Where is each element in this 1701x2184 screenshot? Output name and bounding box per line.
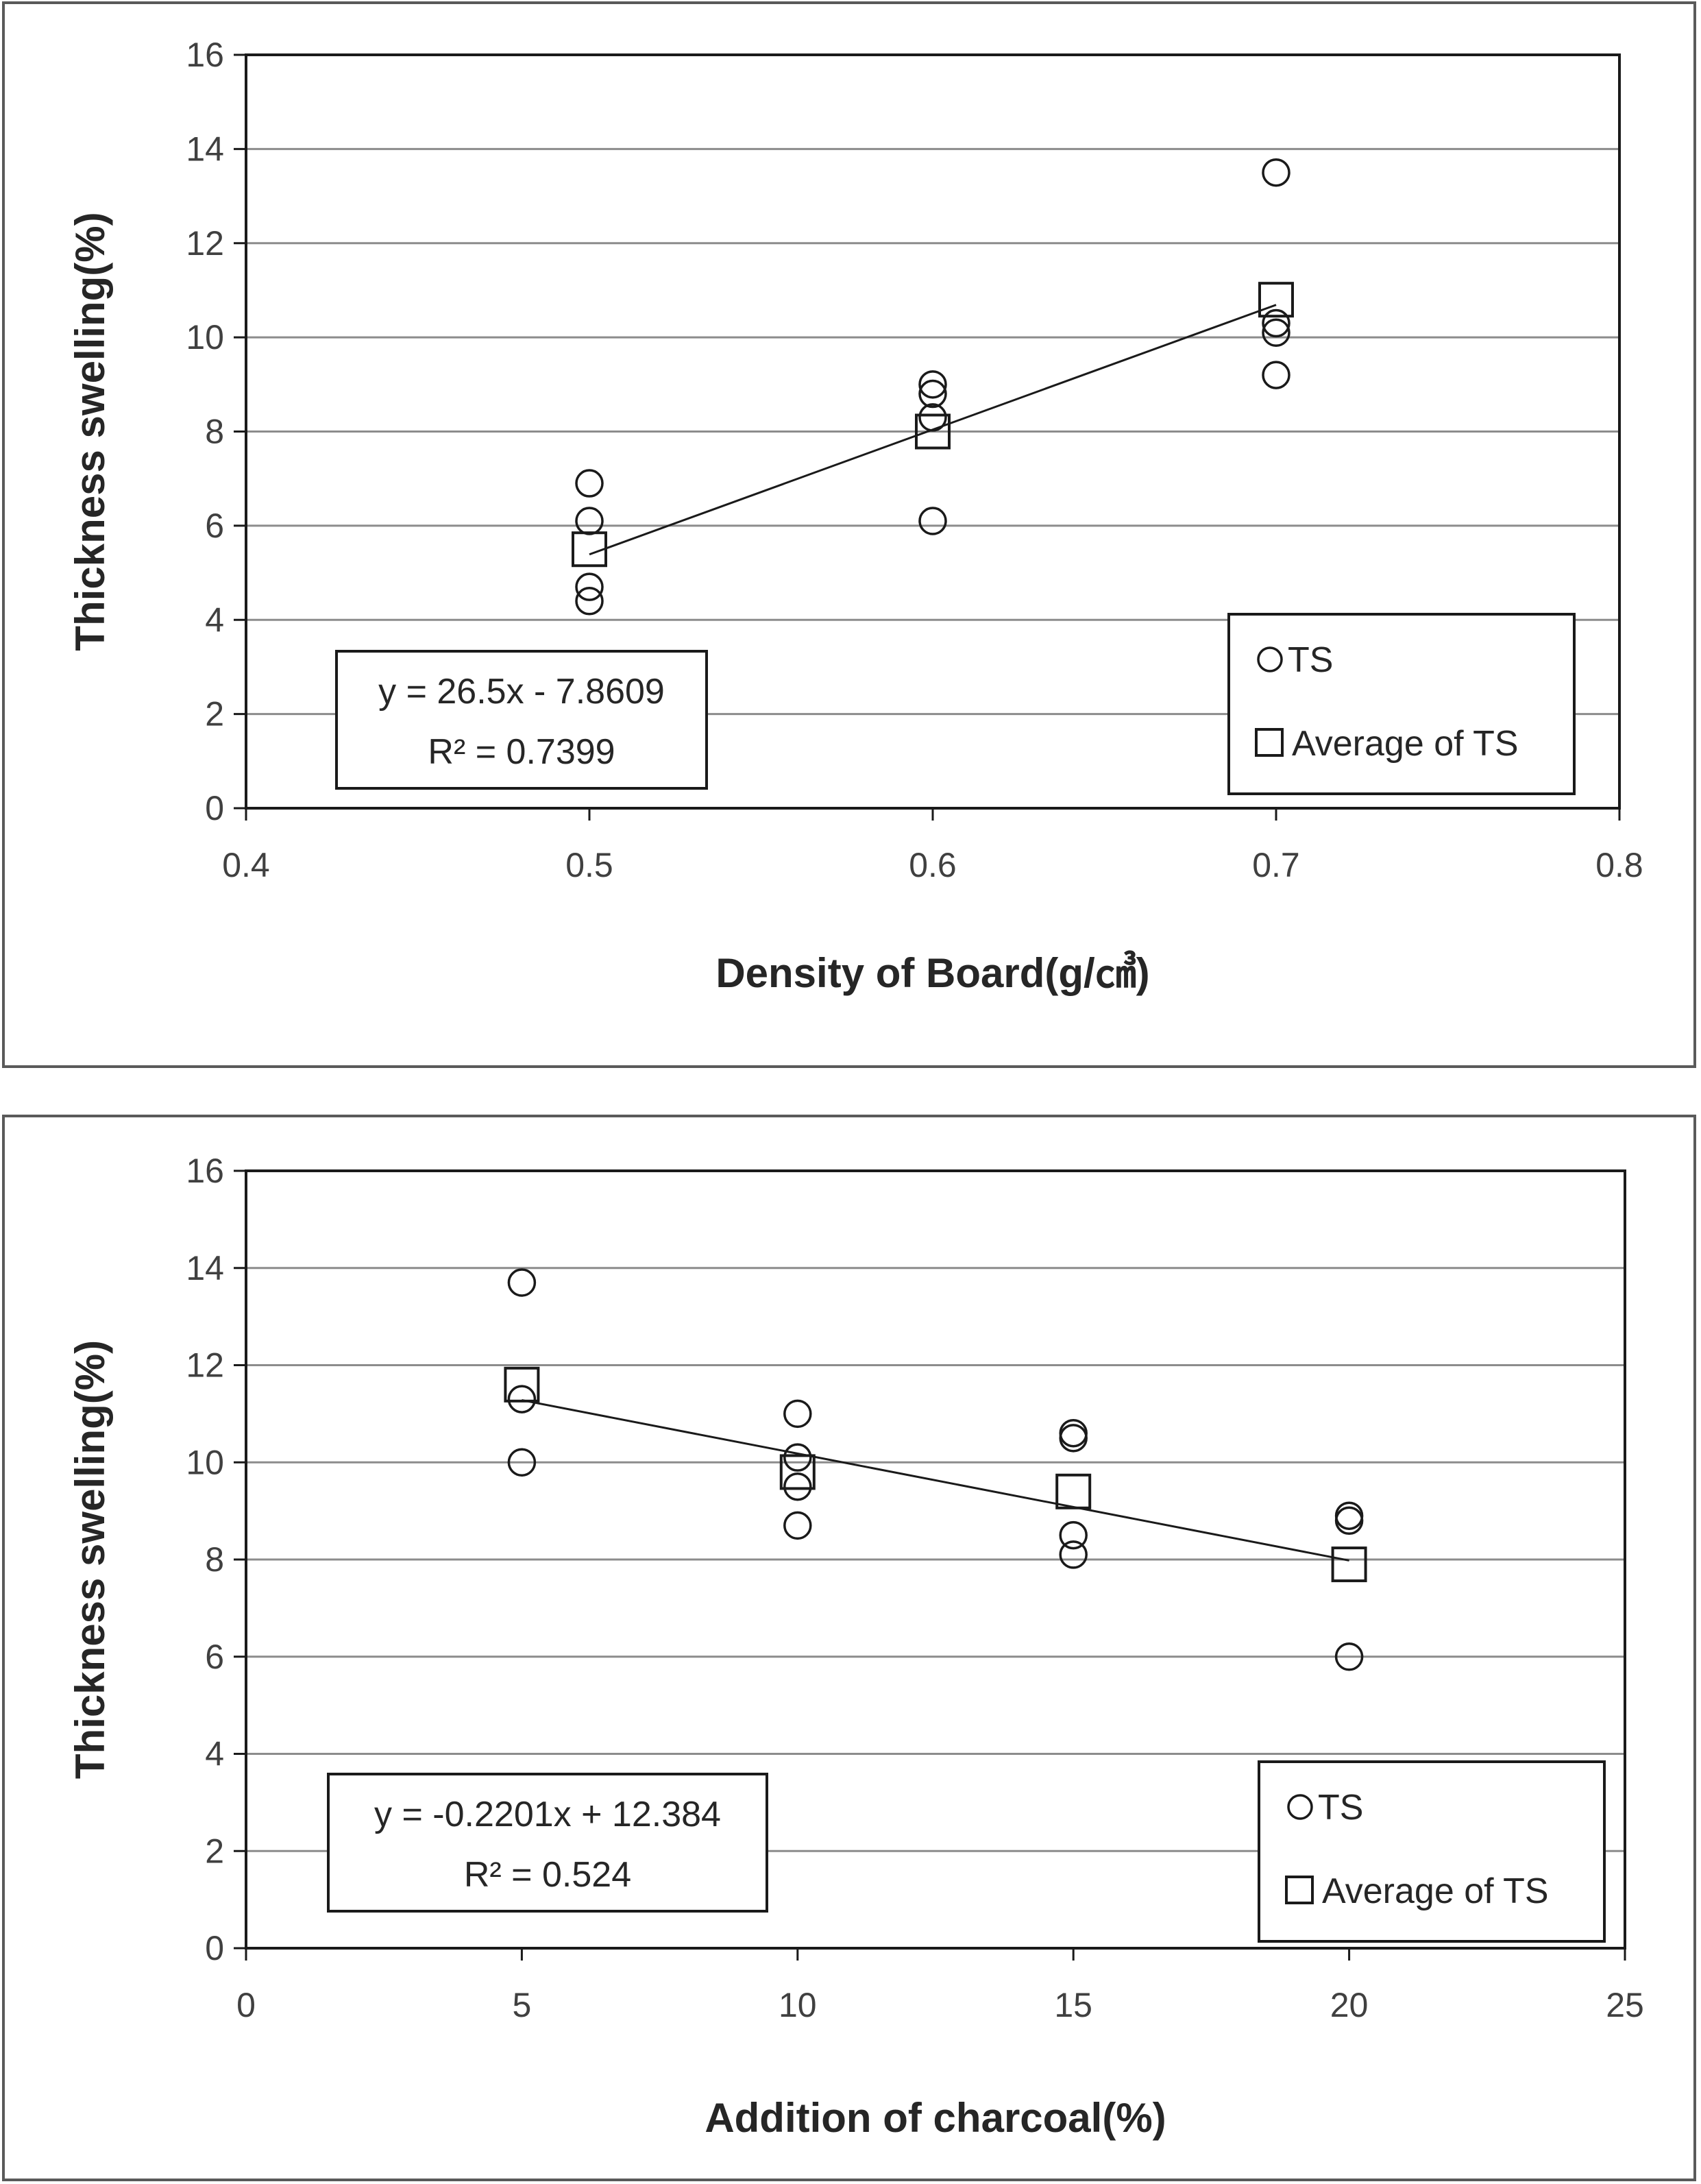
ts-point bbox=[918, 507, 947, 535]
x-tick-label: 0.8 bbox=[1595, 846, 1643, 884]
x-tick-label: 0.4 bbox=[222, 846, 270, 884]
y-tick-label: 10 bbox=[186, 1443, 224, 1481]
ts-point bbox=[1059, 1540, 1088, 1569]
ts-point bbox=[1262, 361, 1290, 389]
ts-point bbox=[507, 1385, 537, 1413]
x-tick-label: 15 bbox=[1054, 1986, 1092, 2024]
density-chart: 0 2 4 6 8 10 12 14 16 0.4 0.5 0.6 0.7 0.8 Density of B… bbox=[67, 36, 1643, 996]
legend-ts-marker bbox=[1287, 1794, 1313, 1820]
y-tick-label: 12 bbox=[186, 224, 224, 263]
y-tick-label: 14 bbox=[186, 1249, 224, 1287]
ts-point bbox=[783, 1443, 812, 1472]
y-tick-label: 6 bbox=[205, 1638, 224, 1676]
y-tick-label: 14 bbox=[186, 130, 224, 168]
ts-point bbox=[783, 1511, 812, 1540]
ts-point bbox=[507, 1268, 537, 1297]
ts-point bbox=[507, 1448, 537, 1477]
average-point bbox=[1055, 1473, 1092, 1509]
trendline bbox=[522, 1399, 1349, 1562]
charcoal-chart: 0 2 4 6 8 10 12 14 16 0 5 10 15 20 25 Addition of charc… bbox=[67, 1152, 1644, 2141]
r-squared: R² = 0.524 bbox=[464, 1855, 631, 1895]
y-tick-label: 2 bbox=[205, 1832, 224, 1870]
x-tick-label: 0.7 bbox=[1252, 846, 1300, 884]
ts-point bbox=[575, 469, 604, 498]
ts-point bbox=[1059, 1424, 1088, 1453]
average-point bbox=[915, 413, 951, 450]
ts-point bbox=[1262, 308, 1290, 338]
legend-average-label: Average of TS bbox=[1322, 1871, 1549, 1911]
ts-point bbox=[783, 1399, 812, 1429]
y-tick-label: 8 bbox=[205, 1540, 224, 1579]
x-tick-label: 20 bbox=[1330, 1986, 1369, 2024]
y-axis-title: Thickness swelling(%) bbox=[67, 212, 113, 651]
average-point bbox=[779, 1454, 816, 1490]
x-tick-label: 0.5 bbox=[565, 846, 613, 884]
legend-box bbox=[1227, 613, 1576, 795]
average-point bbox=[572, 531, 607, 568]
x-tick-label: 10 bbox=[779, 1986, 817, 2024]
y-axis-title: Thickness swelling(%) bbox=[67, 1340, 113, 1779]
ts-point bbox=[783, 1472, 812, 1501]
r-squared: R² = 0.7399 bbox=[428, 732, 615, 772]
x-axis-title: Addition of charcoal(%) bbox=[705, 2095, 1166, 2141]
ts-point bbox=[1262, 158, 1290, 187]
legend-ts-marker bbox=[1257, 646, 1283, 672]
equation-box bbox=[327, 1773, 768, 1913]
y-tick-label: 0 bbox=[205, 1929, 224, 1967]
y-tick-label: 16 bbox=[186, 36, 224, 74]
chart-panel-density: 0 2 4 6 8 10 12 14 16 0.4 0.5 0.6 0.7 0.8 Density of B… bbox=[2, 1, 1696, 1068]
y-tick-label: 6 bbox=[205, 507, 224, 545]
trendline-equation: y = -0.2201x + 12.384 bbox=[374, 1795, 721, 1834]
average-point bbox=[1331, 1546, 1367, 1583]
average-point bbox=[1258, 282, 1294, 318]
y-tick-label: 4 bbox=[205, 1735, 224, 1773]
legend-average-marker bbox=[1255, 728, 1284, 757]
legend-ts-label: TS bbox=[1318, 1788, 1363, 1828]
y-tick-label: 10 bbox=[186, 318, 224, 356]
y-tick-label: 4 bbox=[205, 600, 224, 639]
y-tick-label: 12 bbox=[186, 1346, 224, 1385]
x-tick-label: 25 bbox=[1606, 1986, 1644, 2024]
ts-point bbox=[575, 507, 604, 535]
ts-point bbox=[1334, 1506, 1364, 1536]
x-tick-label: 0 bbox=[236, 1986, 256, 2024]
ts-point bbox=[575, 587, 604, 616]
y-tick-label: 16 bbox=[186, 1152, 224, 1190]
ts-point bbox=[1334, 1642, 1364, 1671]
ts-point bbox=[918, 370, 947, 399]
chart-panel-charcoal: 0 2 4 6 8 10 12 14 16 0 5 10 15 20 25 Addition of charc… bbox=[2, 1115, 1696, 2181]
x-tick-label: 5 bbox=[512, 1986, 531, 2024]
x-axis-title: Density of Board(g/㎤) bbox=[715, 950, 1149, 996]
equation-box bbox=[335, 650, 708, 790]
y-tick-label: 8 bbox=[205, 413, 224, 451]
ts-point bbox=[1059, 1520, 1088, 1550]
ts-point bbox=[1262, 318, 1290, 348]
legend-box bbox=[1258, 1760, 1606, 1943]
y-tick-label: 0 bbox=[205, 789, 224, 827]
legend-average-marker bbox=[1285, 1876, 1314, 1904]
average-point bbox=[504, 1366, 540, 1403]
ts-point bbox=[918, 379, 947, 409]
legend-average-label: Average of TS bbox=[1292, 724, 1519, 764]
x-tick-label: 0.6 bbox=[909, 846, 957, 884]
y-tick-label: 2 bbox=[205, 695, 224, 733]
trendline-equation: y = 26.5x - 7.8609 bbox=[378, 672, 665, 712]
ts-point bbox=[918, 403, 947, 432]
legend-ts-label: TS bbox=[1288, 640, 1333, 680]
ts-point bbox=[575, 572, 604, 601]
